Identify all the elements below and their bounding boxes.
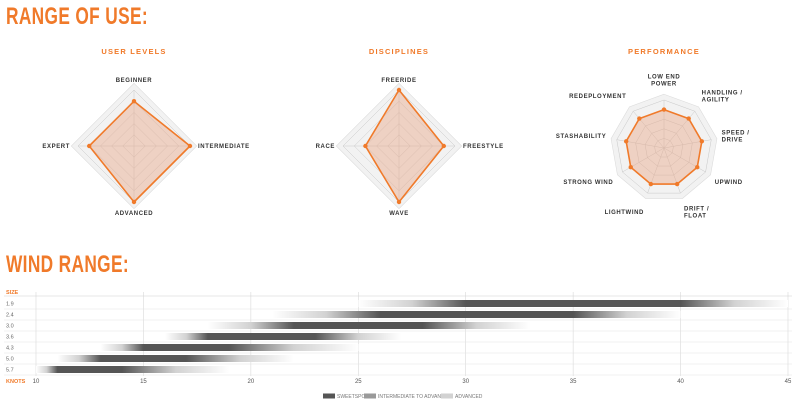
radar-point-low-end-power [661, 107, 667, 112]
radar-label-advanced: ADVANCED [115, 211, 153, 217]
radar-point-stashability [623, 139, 629, 144]
radar-point-advanced [131, 199, 137, 205]
radar-label-expert: EXPERT [42, 144, 70, 150]
radar-title: USER LEVELS [101, 47, 166, 56]
radar-label-low-end-power: LOW END POWER [648, 74, 681, 87]
radar-point-drift-float [674, 181, 680, 187]
radar-point-expert [87, 143, 92, 149]
radar-point-beginner [131, 99, 137, 104]
radar-disciplines: DISCIPLINES FREERIDE FREESTYLE WAVE RACE [316, 47, 504, 217]
wind-bar-2-4 [272, 311, 681, 318]
wind-size-label: 5.0 [6, 357, 14, 363]
legend-label-intermediate-to-advanced: INTERMEDIATE TO ADVANCED [378, 394, 452, 400]
legend-swatch-sweetspot [323, 393, 335, 399]
wind-size-header: SIZE [6, 290, 19, 296]
radar-label-stashability: STASHABILITY [556, 134, 606, 140]
range-of-use-heading: RANGE OF USE: [6, 3, 148, 30]
wind-size-label: 4.3 [6, 346, 14, 352]
radar-point-wave [396, 199, 402, 205]
wind-size-label: 3.0 [6, 324, 14, 330]
legend-label-sweetspot: SWEETSPOT [337, 394, 368, 400]
wind-size-label: 5.7 [6, 368, 14, 374]
radar-point-redeployment [637, 116, 642, 121]
wind-bar-3-0 [207, 322, 531, 329]
wind-tick-30: 30 [462, 379, 469, 385]
wind-size-label: 3.6 [6, 335, 14, 341]
radar-label-freeride: FREERIDE [381, 78, 416, 84]
wind-tick-35: 35 [570, 379, 577, 385]
radar-point-freestyle [441, 143, 446, 149]
radar-point-race [363, 143, 368, 149]
radar-point-intermediate [187, 143, 193, 149]
legend-label-advanced: ADVANCED [455, 394, 483, 400]
radar-label-drift-float: DRIFT / FLOAT [684, 207, 709, 220]
radar-data-area [625, 108, 703, 185]
radar-label-handling-agility: HANDLING / AGILITY [702, 90, 743, 103]
radar-label-intermediate: INTERMEDIATE [198, 144, 250, 150]
radar-grid-ring [616, 99, 712, 194]
radar-label-lightwind: LIGHTWIND [605, 210, 644, 216]
radar-point-handling-agility [686, 116, 691, 121]
radar-label-upwind: UPWIND [715, 180, 743, 186]
radar-label-wave: WAVE [389, 211, 409, 217]
radar-performance: PERFORMANCE LOW END POWER HANDLING / AGILITY… [556, 47, 750, 220]
wind-tick-20: 20 [248, 379, 255, 385]
radar-title: DISCIPLINES [369, 47, 429, 56]
wind-bar-1-9 [358, 300, 788, 307]
wind-tick-10: 10 [33, 379, 40, 385]
legend-swatch-advanced [441, 393, 453, 399]
radar-point-freeride [396, 87, 402, 93]
legend-swatch-intermediate-to-advanced [364, 393, 376, 399]
radar-label-beginner: BEGINNER [116, 78, 153, 84]
wind-bar-5-0 [57, 355, 294, 362]
wind-size-label: 1.9 [6, 302, 14, 308]
radar-point-speed-drive [699, 139, 705, 144]
radar-label-freestyle: FREESTYLE [463, 144, 504, 150]
radar-grid-ring [644, 128, 684, 167]
radar-point-strong-wind [628, 165, 633, 170]
radar-label-race: RACE [316, 144, 335, 150]
radar-point-lightwind [648, 181, 654, 187]
wind-bar-3-6 [164, 333, 402, 340]
wind-bar-4-3 [100, 344, 359, 351]
wind-tick-25: 25 [355, 379, 362, 385]
wind-knots-header: KNOTS [6, 379, 26, 385]
wind-tick-15: 15 [140, 379, 147, 385]
wind-bar-5-7 [36, 366, 230, 373]
radar-title: PERFORMANCE [628, 47, 700, 56]
wind-range-heading: WIND RANGE: [6, 251, 129, 278]
radar-label-strong-wind: STRONG WIND [563, 180, 613, 186]
wind-tick-40: 40 [677, 379, 684, 385]
radar-grid-ring [635, 118, 693, 176]
radar-point-upwind [695, 165, 700, 170]
radar-label-redeployment: REDEPLOYMENT [569, 94, 626, 100]
radar-grid-ring [654, 138, 674, 158]
wind-range-chart: SIZE 1.9 2.4 3.0 3.6 4.3 5.0 5.7 KNOTS 10 15 20 25 30… [4, 290, 792, 400]
radar-user-levels: USER LEVELS BEGINNER INTERMEDIATE ADVANCED E… [42, 47, 249, 217]
wind-size-label: 2.4 [6, 313, 14, 319]
wind-tick-45: 45 [785, 379, 792, 385]
radar-label-speed-drive: SPEED / DRIVE [722, 131, 750, 144]
